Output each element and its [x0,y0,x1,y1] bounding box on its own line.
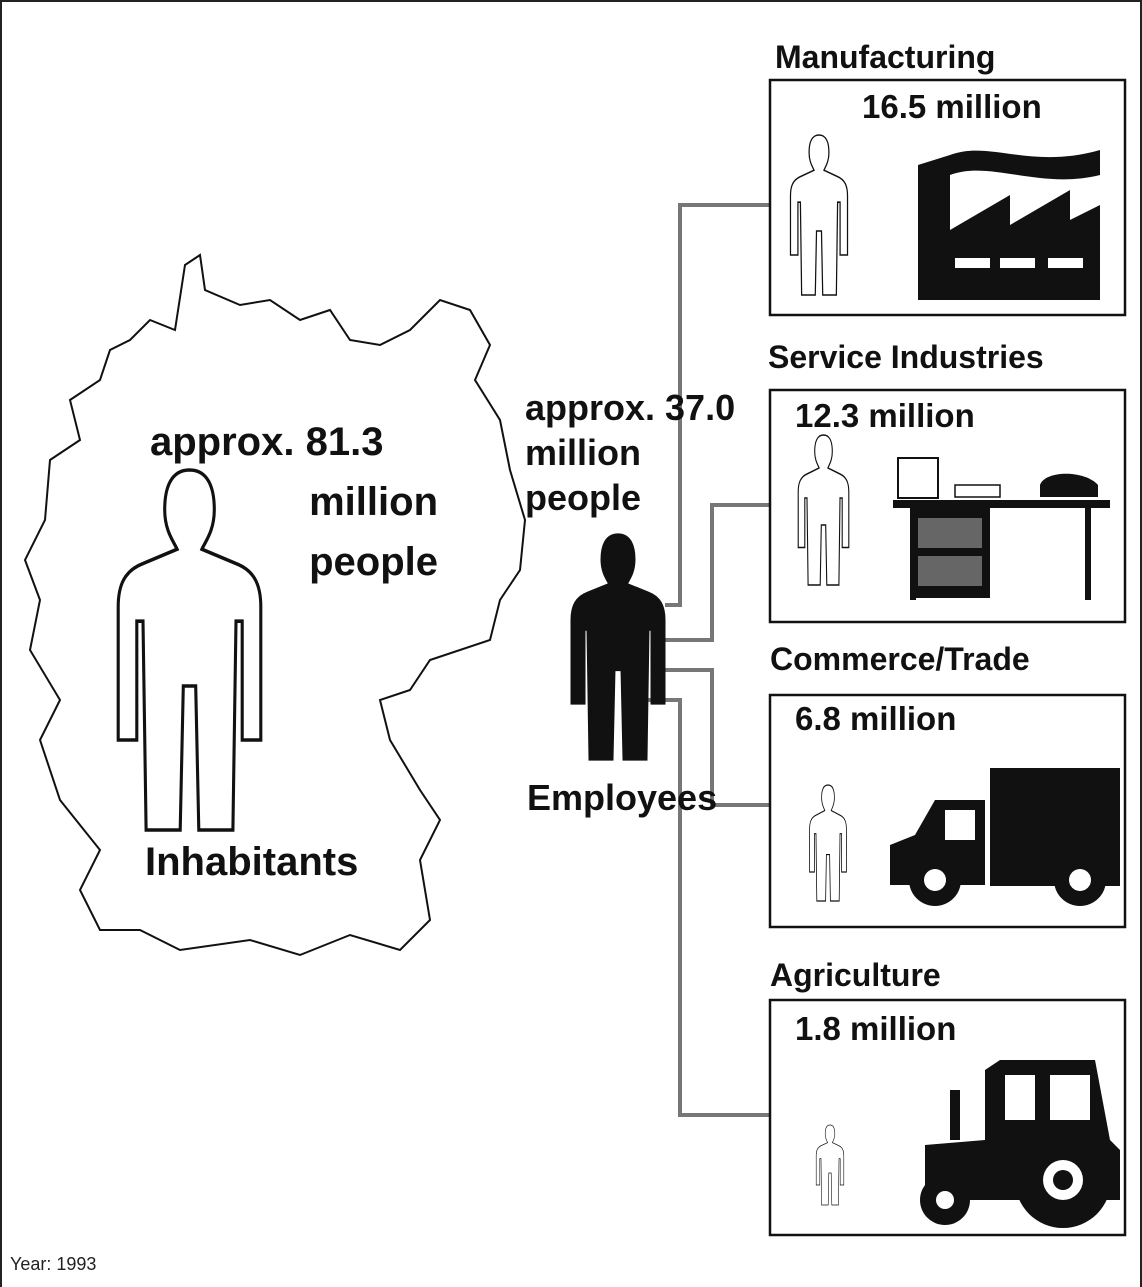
inhabitants-count: approx. 81.3 [150,420,383,464]
truck-icon [890,768,1120,906]
sector-amount: 16.5 million [862,88,1042,125]
sector-name: Commerce/Trade [770,641,1030,677]
desk-icon [893,457,1110,600]
sector-amount: 6.8 million [795,700,956,737]
factory-icon [918,150,1100,300]
inhabitants-label: Inhabitants [145,840,358,884]
sector-name: Manufacturing [775,39,995,75]
employees-count: approx. 37.0 [525,387,735,428]
sector-name: Agriculture [770,957,941,993]
footer: Year: 1993 [10,1254,96,1274]
sector-amount: 12.3 million [795,397,975,434]
employees-count: people [525,477,641,518]
inhabitants-count: people [309,540,438,584]
employee-figure [570,533,666,761]
map-outline [23,253,527,957]
inhabitant-figure [116,468,263,832]
employees-count: million [525,432,641,473]
inhabitants-count: million [309,480,438,524]
sector-name: Service Industries [768,339,1044,375]
sector-amount: 1.8 million [795,1010,956,1047]
connectors [648,203,770,1117]
tractor-icon [920,1060,1120,1228]
employees-label: Employees [527,777,717,818]
